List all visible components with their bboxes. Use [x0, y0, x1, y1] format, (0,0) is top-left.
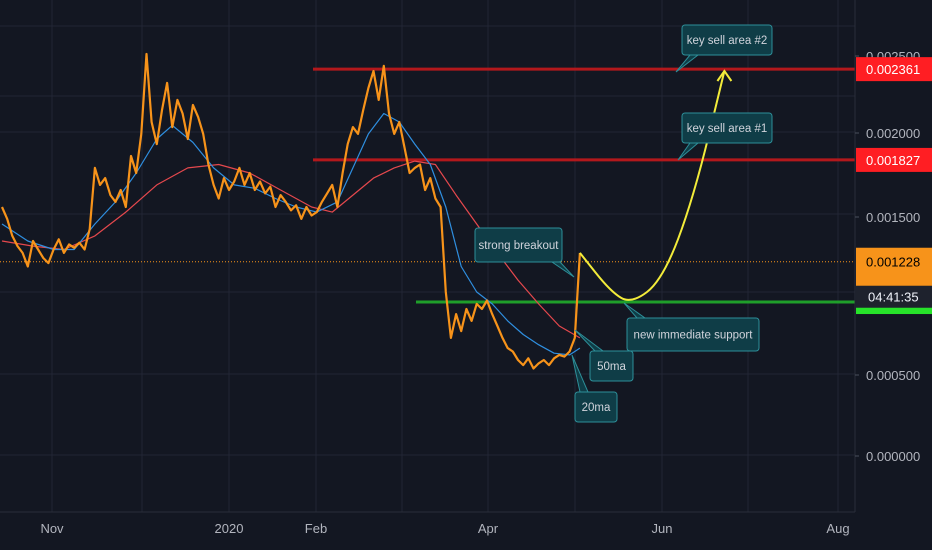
current-price-badge: 0.001228 04:41:35 — [856, 247, 932, 308]
x-tick-label: Nov — [40, 521, 64, 536]
projection-arrow-head — [716, 69, 733, 82]
callout-box — [681, 24, 773, 56]
countdown-label: 04:41:35 — [868, 290, 919, 305]
price-line — [0, 52, 581, 370]
y-tick-label: 0.000000 — [866, 449, 920, 464]
level-badge-bg — [856, 147, 932, 172]
y-tick-label: 0.001500 — [866, 210, 920, 225]
x-tick-label: 2020 — [215, 521, 244, 536]
callout-label: key sell area #1 — [687, 123, 768, 135]
x-tick-label: Apr — [478, 521, 499, 536]
level-badge: 0.001827 — [856, 147, 932, 172]
callout-tail — [550, 261, 575, 278]
callout-label: 20ma — [582, 402, 611, 414]
callout: 20ma — [571, 354, 618, 423]
callout-tail — [677, 142, 700, 161]
callout-box — [681, 112, 773, 144]
x-tick-label: Jun — [652, 521, 673, 536]
series-layer — [0, 52, 733, 370]
axes: Nov 2020 Feb Apr Jun Aug0.0025000.0020000.001… — [0, 0, 920, 536]
callout-box — [589, 350, 634, 382]
callout: key sell area #2 — [675, 24, 773, 73]
callout: strong breakout — [474, 227, 575, 278]
callouts: key sell area #2 key sell area #1 strong b… — [474, 24, 773, 423]
callout-box — [574, 391, 618, 423]
callout-box — [626, 317, 760, 352]
callout-label: 50ma — [597, 361, 626, 373]
grid — [0, 0, 855, 512]
callout: new immediate support — [623, 302, 760, 352]
projection-curve — [578, 70, 726, 301]
level-badge: 0.002361 — [856, 57, 932, 82]
level-badge-label: 0.001827 — [866, 153, 920, 168]
callout-label: strong breakout — [479, 240, 560, 252]
callout: key sell area #1 — [677, 112, 773, 161]
callout: 50ma — [574, 329, 634, 382]
callout-box — [474, 227, 563, 263]
x-tick-label: Aug — [826, 521, 849, 536]
countdown-bg — [856, 285, 932, 308]
level-badge-bg — [856, 57, 932, 82]
level-badge-label: 0.002361 — [866, 62, 920, 77]
x-tick-label: Feb — [305, 521, 327, 536]
callout-tail — [623, 302, 647, 319]
callout-label: new immediate support — [634, 330, 754, 342]
y-tick-label: 0.002000 — [866, 126, 920, 141]
callout-label: key sell area #2 — [687, 35, 768, 47]
y-tick-label: 0.000500 — [866, 368, 920, 383]
current-price-label: 0.001228 — [866, 255, 920, 270]
